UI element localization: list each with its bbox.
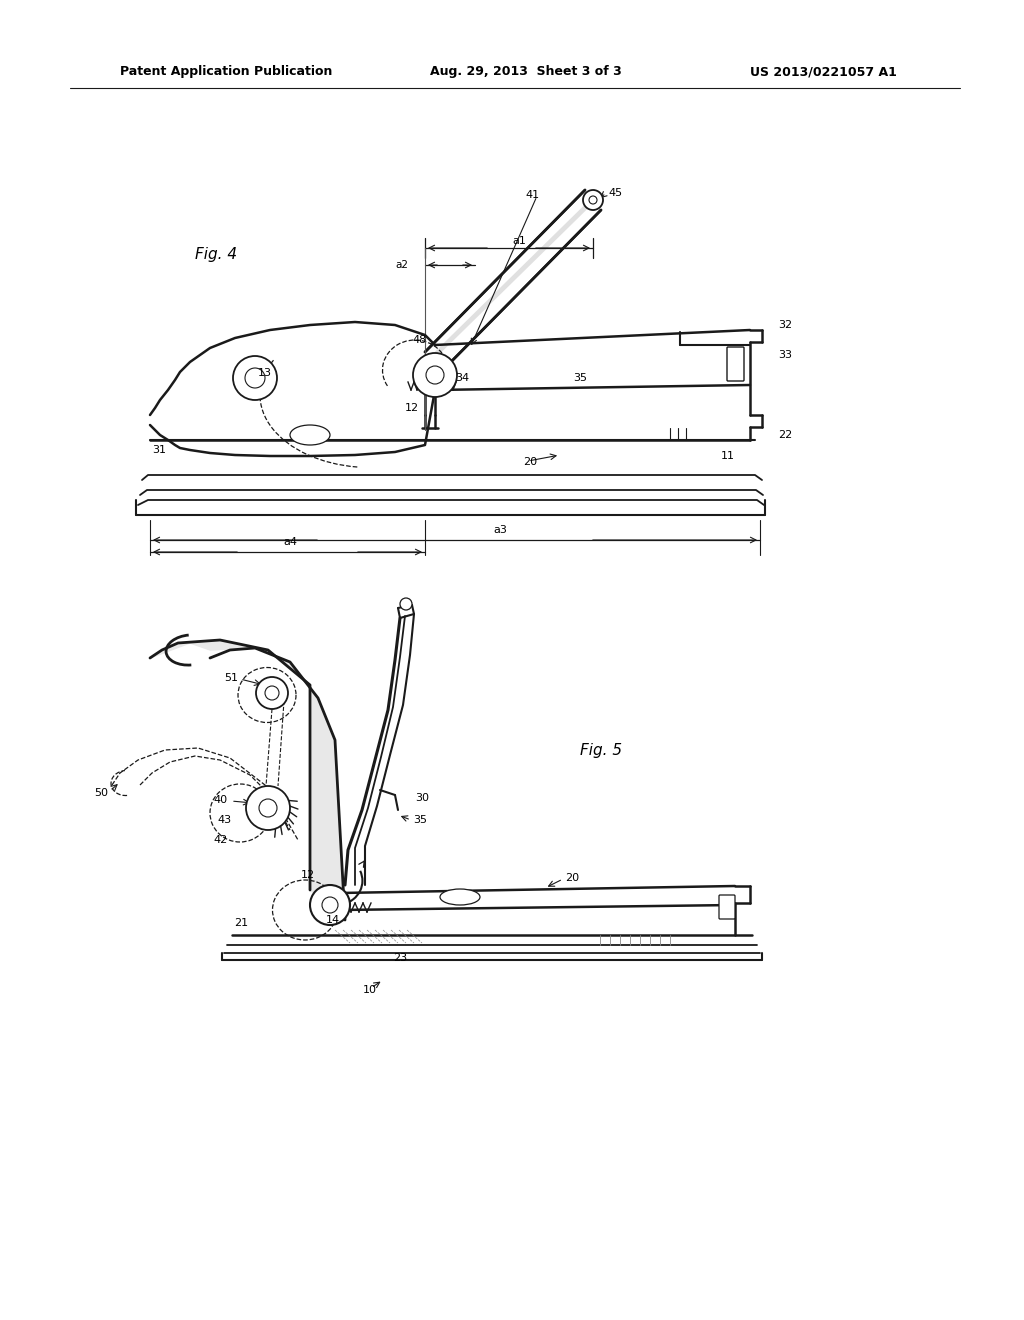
Text: 51: 51: [224, 673, 238, 682]
Text: 50: 50: [94, 788, 108, 799]
Text: 13: 13: [258, 368, 272, 378]
Text: 12: 12: [404, 403, 419, 413]
Text: 20: 20: [523, 457, 537, 467]
Circle shape: [589, 195, 597, 205]
Circle shape: [322, 898, 338, 913]
Circle shape: [256, 677, 288, 709]
Text: 43: 43: [218, 814, 232, 825]
Text: 12: 12: [301, 870, 315, 880]
Text: 20: 20: [565, 873, 580, 883]
Text: a3: a3: [494, 525, 507, 535]
Ellipse shape: [440, 888, 480, 906]
Text: 21: 21: [233, 917, 248, 928]
Text: Fig. 4: Fig. 4: [195, 248, 238, 263]
FancyBboxPatch shape: [719, 895, 735, 919]
Circle shape: [426, 366, 444, 384]
Text: 23: 23: [393, 953, 408, 964]
Text: 45: 45: [608, 187, 623, 198]
Text: 14: 14: [326, 915, 340, 925]
Text: Fig. 5: Fig. 5: [580, 742, 623, 758]
Ellipse shape: [290, 425, 330, 445]
Text: a4: a4: [283, 537, 297, 546]
FancyBboxPatch shape: [727, 347, 744, 381]
Circle shape: [400, 598, 412, 610]
Text: Patent Application Publication: Patent Application Publication: [120, 66, 333, 78]
Text: 31: 31: [152, 445, 166, 455]
Text: a2: a2: [395, 260, 408, 271]
Text: 48: 48: [413, 335, 427, 345]
Text: 33: 33: [778, 350, 792, 360]
Text: 34: 34: [455, 374, 469, 383]
Text: 35: 35: [573, 374, 587, 383]
Text: 41: 41: [526, 190, 540, 201]
Text: 35: 35: [413, 814, 427, 825]
Text: 30: 30: [415, 793, 429, 803]
Circle shape: [265, 686, 279, 700]
Circle shape: [246, 785, 290, 830]
Text: 10: 10: [362, 985, 377, 995]
Circle shape: [233, 356, 278, 400]
Text: a1: a1: [512, 236, 526, 246]
Circle shape: [310, 884, 350, 925]
Circle shape: [583, 190, 603, 210]
Text: US 2013/0221057 A1: US 2013/0221057 A1: [750, 66, 897, 78]
Text: 32: 32: [778, 319, 793, 330]
Text: 42: 42: [214, 836, 228, 845]
Text: 40: 40: [214, 795, 228, 805]
Text: Aug. 29, 2013  Sheet 3 of 3: Aug. 29, 2013 Sheet 3 of 3: [430, 66, 622, 78]
Polygon shape: [150, 640, 345, 920]
Circle shape: [245, 368, 265, 388]
Circle shape: [259, 799, 278, 817]
Text: 22: 22: [778, 430, 793, 440]
Text: 11: 11: [721, 451, 735, 461]
Circle shape: [413, 352, 457, 397]
